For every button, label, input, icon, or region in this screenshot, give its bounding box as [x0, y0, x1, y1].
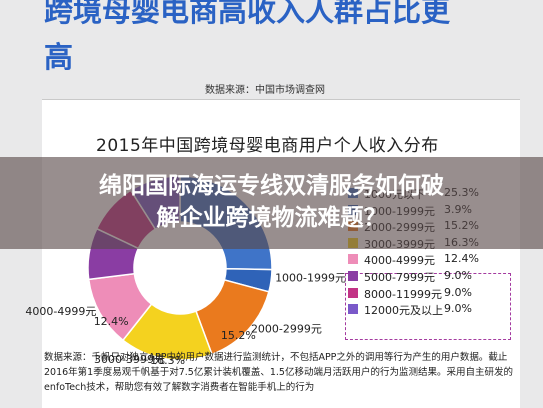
divider	[42, 99, 520, 100]
legend-value: 9.0%	[444, 302, 472, 316]
legend-swatch	[348, 287, 358, 298]
page-heading: 跨境母婴电商高收入人群占比更 高	[44, 0, 451, 74]
slice-label-3000-3999: 3000-3999元	[94, 353, 165, 366]
legend-value: 9.0%	[444, 285, 472, 299]
slice-label-2000-2999: 2000-2999元	[251, 323, 322, 336]
legend-swatch	[348, 271, 358, 281]
legend-label: 4000-4999元	[364, 254, 435, 268]
slice-value-3000-3999: 16.3%	[150, 354, 185, 367]
legend-value: 9.0%	[444, 269, 472, 282]
slice-label-1000-1999: 1000-1999元	[275, 271, 346, 284]
legend-swatch	[348, 254, 358, 265]
slice-value-4000-4999: 12.4%	[94, 315, 129, 328]
legend-label: 5000-7999元	[364, 271, 435, 284]
slice-value-2000-2999: 15.2%	[221, 329, 256, 342]
legend-label: 12000元及以上	[364, 304, 443, 318]
banner-line-2: 解企业跨境物流难题？	[156, 205, 387, 231]
headline-banner: 绵阳国际海运专线双清服务如何破 解企业跨境物流难题？	[0, 157, 543, 249]
legend-value: 12.4%	[444, 252, 479, 266]
legend-swatch	[348, 304, 358, 315]
chart-title: 2015年中国跨境母婴电商用户个人收入分布	[96, 136, 439, 156]
legend-highlight-box	[345, 273, 511, 340]
data-source-note: 数据来源：千帆只对独立APP中的用户数据进行监测统计，不包括APP之外的调用等行…	[44, 352, 513, 393]
legend-label: 8000-11999元	[364, 287, 442, 301]
source-note-top: 数据来源：中国市场调查网	[205, 85, 325, 96]
banner-line-1: 绵阳国际海运专线双清服务如何破	[99, 173, 444, 199]
slice-label-4000-4999: 4000-4999元	[25, 305, 96, 318]
